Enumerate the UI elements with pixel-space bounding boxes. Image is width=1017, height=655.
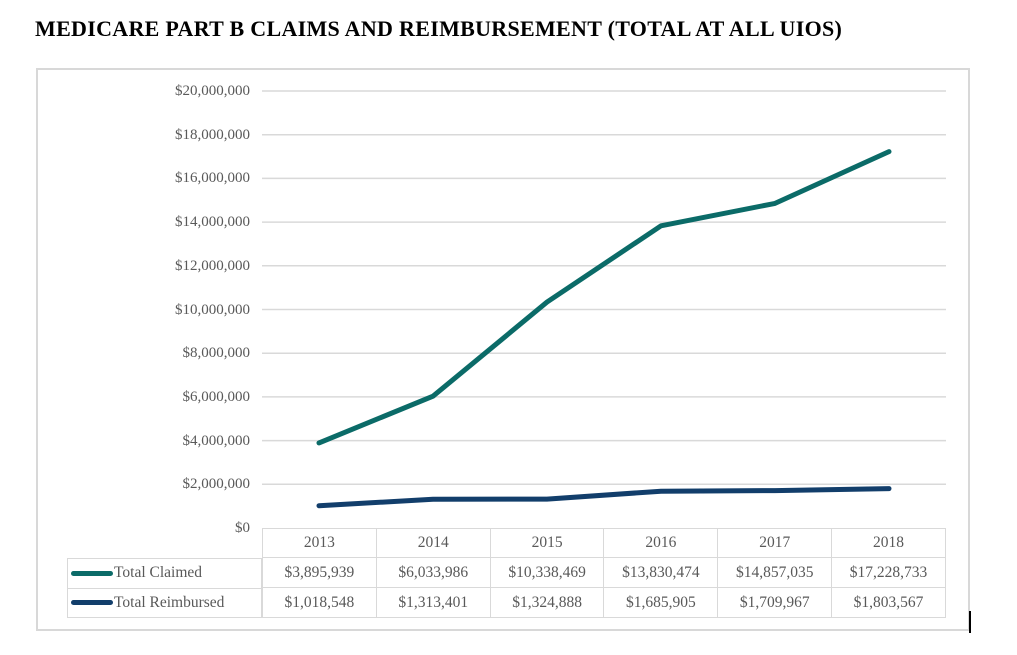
y-axis-tick-label: $16,000,000 [175,170,250,187]
year-header-cell: 2014 [377,529,491,557]
table-cell: $17,228,733 [849,563,928,581]
y-axis-tick-label: $20,000,000 [175,83,250,99]
year-header-cell: 2016 [604,529,719,557]
y-axis-tick-label: $18,000,000 [175,126,250,143]
table-cell: $1,018,548 [263,588,377,617]
legend-label: Total Reimbursed [114,593,225,611]
table-cell: $1,324,888 [491,588,605,617]
table-row: $1,018,548 $1,313,401 $1,324,888 $1,685,905… [263,588,945,617]
table-cell: $1,313,401 [377,588,491,617]
year-header-cell: 2018 [873,534,905,551]
table-cell: $14,857,035 [718,558,833,587]
year-header-cell: 2017 [718,529,833,557]
table-cell: $1,685,905 [604,588,719,617]
legend-line-marker-icon [71,600,113,606]
year-header-cell: 2013 [263,529,377,557]
data-table-year-header-row: 2013 2014 2015 2016 2017 2018 [262,528,946,558]
y-axis-tick-label: $2,000,000 [182,476,251,493]
data-table-values: $3,895,939 $6,033,986 $10,338,469 $13,830,4… [262,558,946,618]
year-header-cell: 2015 [491,529,605,557]
legend-label: Total Claimed [114,564,203,582]
y-axis-tick-label: $10,000,000 [175,301,250,318]
table-cell: $6,033,986 [377,558,491,587]
legend-line-marker-icon [71,570,113,576]
legend-item: Total Reimbursed [68,589,261,618]
text-cursor [969,611,971,633]
chart-legend: Total Claimed Total Reimbursed [67,558,262,618]
table-cell: $10,338,469 [491,558,605,587]
table-cell: $3,895,939 [263,558,377,587]
table-row: $3,895,939 $6,033,986 $10,338,469 $13,830,4… [263,558,945,588]
chart-title: MEDICARE PART B CLAIMS AND REIMBURSEMENT… [35,16,843,41]
y-axis-tick-label: $0 [235,520,250,536]
table-cell: $1,709,967 [718,588,833,617]
table-cell: $13,830,474 [604,558,719,587]
y-axis-tick-label: $4,000,000 [182,432,251,449]
y-axis-tick-label: $8,000,000 [182,345,251,362]
y-axis-tick-label: $6,000,000 [182,388,251,405]
legend-item: Total Claimed [68,559,261,589]
table-cell: $1,803,567 [853,593,924,611]
y-axis-tick-label: $14,000,000 [175,214,250,231]
y-axis-tick-label: $12,000,000 [175,257,250,274]
